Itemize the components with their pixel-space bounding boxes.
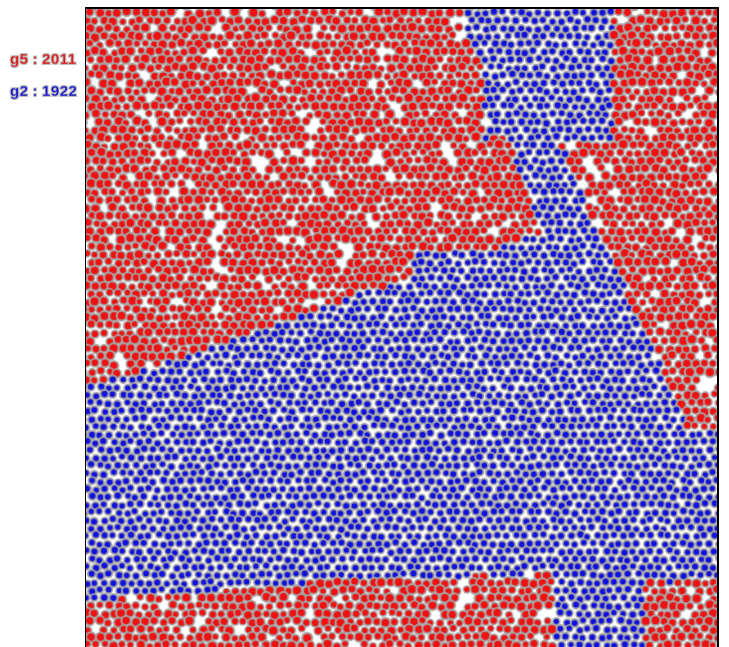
particle-simulation-canvas[interactable] [86, 9, 717, 647]
legend-entry-g5: g5:2011 [10, 51, 77, 68]
legend-g5-count: 2011 [42, 51, 77, 68]
simulation-frame [85, 7, 719, 647]
legend-g5-separator: : [32, 51, 39, 68]
legend-g2-separator: : [32, 83, 39, 100]
legend-g2-count: 1922 [42, 83, 78, 100]
legend-entry-g2: g2:1922 [10, 83, 77, 100]
legend-g5-name: g5 [10, 51, 29, 68]
legend-g2-name: g2 [10, 83, 29, 100]
